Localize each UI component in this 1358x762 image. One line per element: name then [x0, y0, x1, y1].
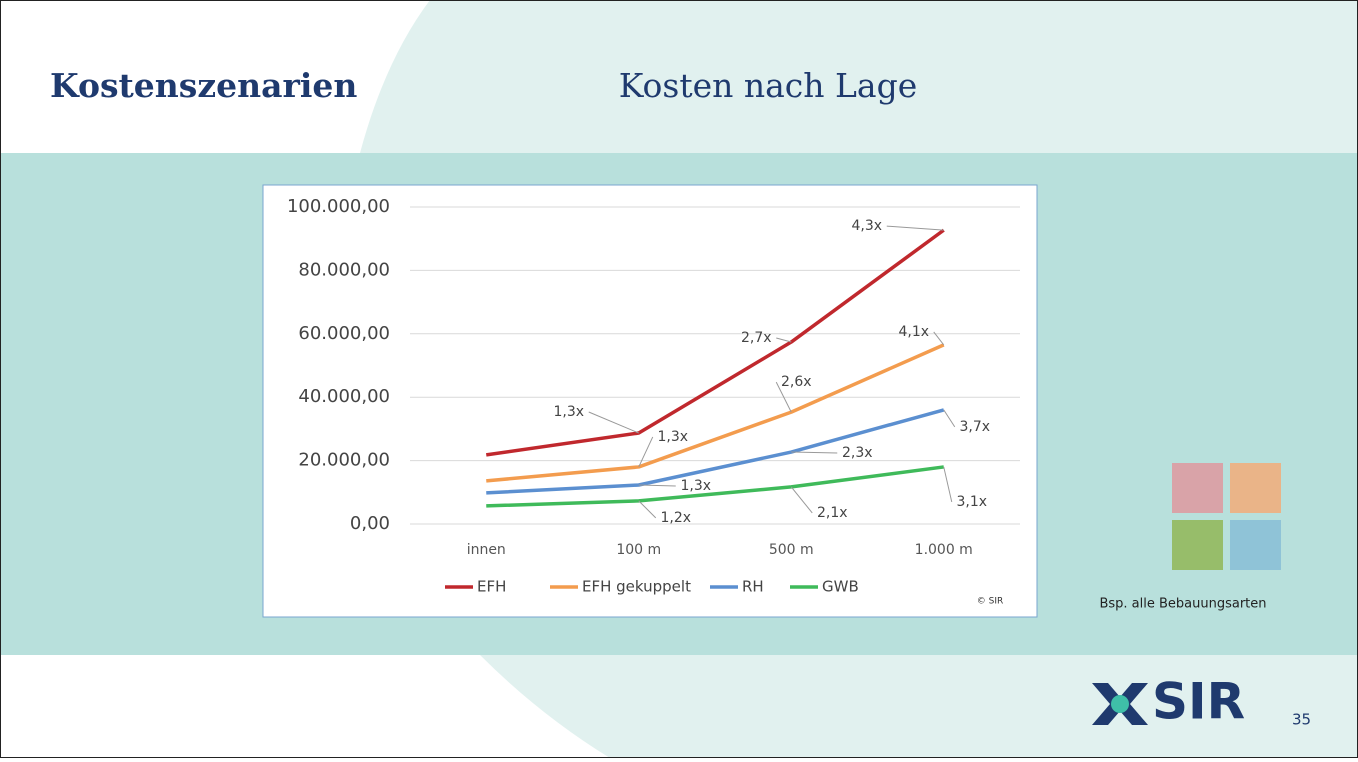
side-caption: Bsp. alle Bebauungsarten: [1099, 597, 1266, 612]
copyright: © SIR: [977, 597, 1003, 607]
x-tick-label: 1.000 m: [915, 542, 973, 558]
annotation: 3,1x: [956, 494, 987, 510]
logo-text: SIR: [1152, 673, 1245, 731]
y-tick-label: 20.000,00: [298, 450, 390, 471]
annotation: 2,7x: [741, 330, 772, 346]
legend-label: EFH: [477, 578, 506, 596]
y-tick-label: 100.000,00: [287, 196, 390, 217]
slide: Kostenszenarien Kosten nach Lage 0,00 20.…: [0, 0, 1358, 758]
y-tick-label: 0,00: [350, 513, 390, 534]
slide-title: Kostenszenarien: [50, 66, 357, 105]
legend-label: EFH gekuppelt: [582, 578, 691, 596]
annotation: 3,7x: [959, 419, 990, 435]
y-tick-label: 40.000,00: [298, 386, 390, 407]
annotation: 4,1x: [898, 324, 929, 340]
annotation: 2,1x: [817, 505, 848, 521]
x-tick-label: 100 m: [616, 542, 661, 558]
annotation: 1,3x: [657, 429, 688, 445]
image-tile: [1172, 520, 1223, 570]
image-tile: [1230, 463, 1281, 513]
annotation: 1,3x: [680, 478, 711, 494]
y-tick-label: 60.000,00: [298, 323, 390, 344]
image-tile: [1230, 520, 1281, 570]
page: Kostenszenarien Kosten nach Lage 0,00 20.…: [0, 0, 1358, 762]
y-tick-label: 80.000,00: [298, 259, 390, 280]
slide-subtitle: Kosten nach Lage: [619, 66, 918, 105]
logo-dot: [1111, 695, 1129, 713]
annotation: 2,3x: [842, 445, 873, 461]
x-tick-label: 500 m: [769, 542, 814, 558]
annotation: 1,2x: [660, 510, 691, 526]
annotation: 1,3x: [553, 404, 584, 420]
annotation: 4,3x: [851, 218, 882, 234]
annotation: 2,6x: [781, 374, 812, 390]
image-tile: [1172, 463, 1223, 513]
page-number: 35: [1292, 711, 1311, 729]
legend-label: GWB: [822, 578, 859, 596]
legend-label: RH: [742, 578, 764, 596]
x-tick-label: innen: [467, 542, 506, 558]
